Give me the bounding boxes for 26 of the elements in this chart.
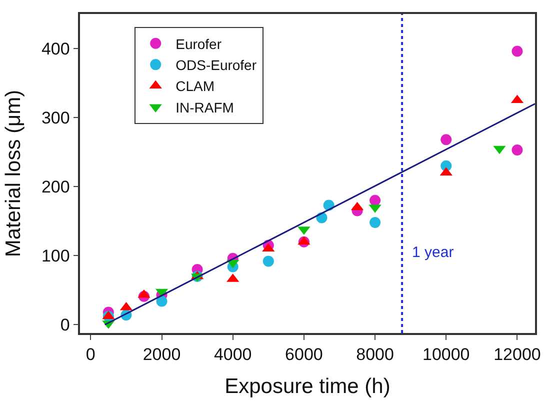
y-axis-title: Material loss (μm) — [2, 90, 26, 258]
x-tick-label: 6000 — [285, 345, 323, 364]
point — [370, 217, 381, 228]
point — [440, 134, 452, 146]
x-axis-title: Exposure time (h) — [224, 374, 390, 398]
point — [512, 46, 523, 57]
y-tick-label: 300 — [41, 108, 70, 128]
legend-label: IN-RAFM — [176, 99, 234, 116]
x-tick-label: 8000 — [356, 345, 394, 364]
y-tick-label: 100 — [41, 246, 70, 266]
x-tick-label: 0 — [86, 345, 96, 364]
ref-line-label: 1 year — [412, 244, 454, 261]
x-tick-label: 2000 — [142, 345, 181, 364]
legend-label: ODS-Eurofer — [176, 57, 257, 74]
y-tick-label: 0 — [60, 316, 70, 335]
legend-label: CLAM — [176, 78, 215, 94]
y-tick-label: 400 — [41, 39, 70, 58]
point — [262, 256, 274, 267]
x-tick-label: 4000 — [214, 345, 252, 364]
point — [156, 296, 168, 307]
legend-label: Eurofer — [176, 36, 222, 52]
point — [512, 144, 523, 156]
y-tick-label: 200 — [41, 178, 70, 197]
x-tick-label: 12000 — [494, 345, 541, 364]
x-tick-label: 10000 — [422, 345, 470, 364]
point — [370, 194, 381, 206]
